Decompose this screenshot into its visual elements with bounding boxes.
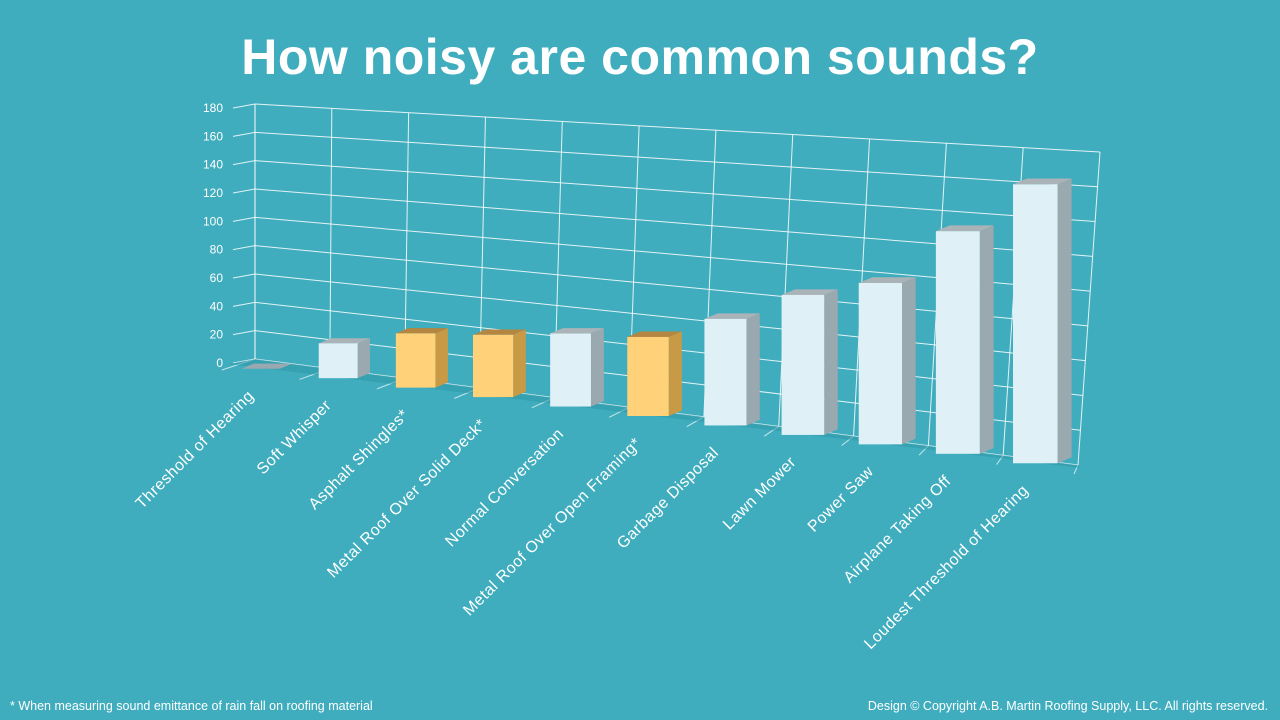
gridline-side (232, 188, 256, 194)
bar-side (824, 289, 838, 435)
x-tick-label: Lawn Mower (720, 454, 800, 534)
gridline-side (232, 330, 256, 336)
bar-8 (858, 277, 916, 445)
bar-side (1057, 178, 1072, 464)
bar-1 (318, 338, 370, 379)
x-tick-label: Soft Whisper (254, 397, 335, 478)
bar-side (435, 328, 448, 388)
bar-side (902, 277, 916, 445)
bar-top (935, 225, 994, 232)
bar-front (627, 336, 669, 416)
y-tick-label: 40 (210, 299, 224, 313)
bar-front (473, 334, 514, 398)
bar-2 (395, 328, 448, 388)
bar-top (1013, 178, 1072, 185)
gridline-v (329, 108, 333, 369)
y-tick-label: 0 (216, 356, 223, 370)
footnote: * When measuring sound emittance of rain… (10, 699, 373, 713)
y-tick-label: 160 (203, 129, 223, 143)
y-tick-label: 60 (210, 271, 224, 285)
x-tick-label: Power Saw (805, 463, 877, 535)
y-tick-label: 20 (210, 328, 224, 342)
bar-front (1013, 184, 1058, 464)
bar-front (550, 333, 591, 407)
gridline-h (254, 103, 1101, 153)
gridline-side (232, 358, 256, 364)
bar-9 (935, 225, 994, 454)
bar-top (318, 338, 370, 344)
y-tick-label: 140 (203, 158, 223, 172)
gridline-side (232, 160, 256, 166)
gridline-side (232, 131, 256, 137)
bar-side (668, 331, 682, 416)
bar-10 (1013, 178, 1072, 464)
bar-5 (627, 331, 682, 416)
bar-front (781, 294, 825, 435)
gridline-side (232, 103, 256, 109)
bar-0 (241, 363, 292, 369)
y-tick-label: 100 (203, 214, 223, 228)
y-tick-label: 120 (203, 186, 223, 200)
gridline-side (232, 245, 256, 251)
bar-top (858, 277, 916, 283)
bar-6 (704, 313, 760, 426)
gridline-side (232, 301, 256, 307)
gridline-side (232, 273, 256, 279)
gridline-v (778, 134, 794, 427)
x-tick-label: Threshold of Hearing (133, 388, 258, 513)
bar-front (858, 282, 903, 445)
gridline-v (1077, 151, 1101, 466)
x-tick-label: Metal Roof Over Open Framing* (460, 435, 644, 619)
bar-side (357, 338, 370, 379)
chart-title: How noisy are common sounds? (241, 29, 1039, 85)
bar-top (704, 313, 760, 319)
bar-front (395, 333, 436, 388)
x-tick-label: Metal Roof Over Solid Deck* (324, 416, 490, 582)
chart-bars (241, 178, 1072, 464)
bar-top (781, 289, 838, 295)
bar-side (513, 329, 526, 398)
gridline-h (254, 131, 1098, 188)
bar-3 (473, 329, 526, 398)
gridline-side (232, 216, 256, 222)
bar-side (979, 225, 994, 454)
bar-top (473, 329, 526, 335)
bar-7 (781, 289, 838, 435)
bar-side (746, 313, 760, 426)
bar-top (395, 328, 448, 334)
bar-top (550, 328, 604, 334)
bar-front (935, 231, 980, 454)
x-tick-label: Loudest Threshold of Hearing (861, 482, 1032, 653)
y-tick-label: 180 (203, 101, 223, 115)
gridline-h (254, 160, 1096, 223)
bar-side (590, 328, 604, 407)
copyright-notice: Design © Copyright A.B. Martin Roofing S… (867, 699, 1268, 713)
y-tick-label: 80 (210, 243, 224, 257)
bar-top (627, 331, 682, 337)
bar-front (318, 343, 358, 379)
bar-4 (550, 328, 604, 407)
bar-front (704, 318, 747, 426)
